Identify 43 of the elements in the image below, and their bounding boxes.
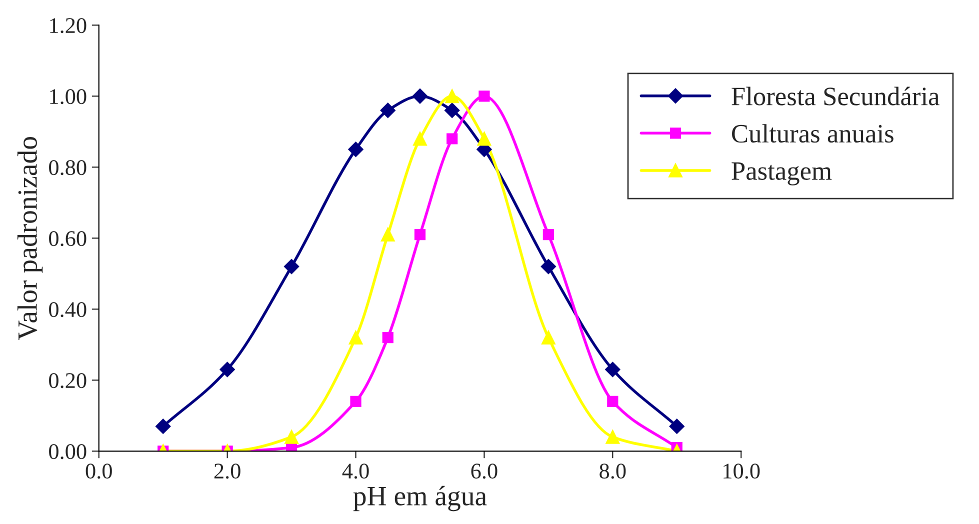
point (606, 430, 620, 444)
x-tick-label: 6.0 (471, 464, 498, 479)
point (446, 133, 458, 144)
point (414, 229, 426, 240)
point (540, 258, 556, 274)
point (412, 88, 428, 104)
legend-label: Pastagem (732, 162, 832, 186)
point (478, 90, 490, 102)
point (382, 332, 394, 344)
x-axis-title: pH em água (353, 486, 487, 512)
point (444, 102, 460, 118)
x-tick-label: 2.0 (214, 464, 240, 479)
y-tick-label: 1.00 (50, 89, 86, 104)
point (284, 430, 298, 444)
point (669, 418, 684, 434)
legend-label: Floresta Secundária (732, 86, 940, 106)
point (541, 330, 556, 345)
point (220, 362, 235, 378)
point (348, 142, 364, 157)
y-tick-label: 0.40 (49, 302, 86, 318)
y-axis-title: Valor padronizado (17, 137, 43, 340)
y-tick-label: 0.00 (49, 444, 86, 460)
point (350, 396, 362, 408)
x-tick-label: 4.0 (342, 464, 369, 479)
y-tick-label: 0.20 (49, 373, 86, 388)
point (348, 330, 363, 345)
point (477, 132, 492, 146)
x-tick-label: 10.0 (724, 464, 760, 479)
y-tick-label: 1.20 (50, 18, 86, 34)
point (156, 418, 171, 434)
point (413, 132, 427, 146)
x-tick-label: 0.0 (86, 464, 112, 479)
point (607, 396, 618, 408)
point (605, 362, 620, 378)
y-tick-label: 0.60 (49, 231, 86, 246)
point (542, 229, 554, 240)
x-tick-label: 8.0 (600, 464, 626, 479)
point (284, 258, 300, 274)
y-tick-label: 0.80 (49, 160, 86, 176)
point (445, 89, 460, 104)
point (380, 102, 396, 118)
legend-label: Culturas anuais (732, 124, 894, 143)
point (380, 228, 395, 242)
